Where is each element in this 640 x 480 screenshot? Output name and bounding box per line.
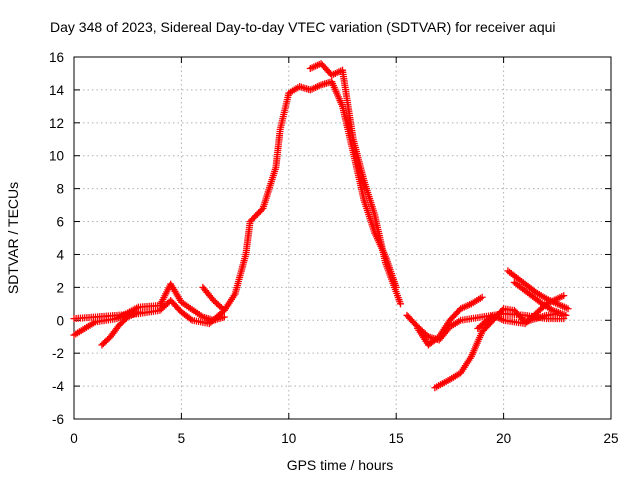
x-tick-label: 20 (496, 431, 511, 446)
data-point (560, 292, 568, 300)
chart-title: Day 348 of 2023, Sidereal Day-to-day VTE… (50, 19, 556, 35)
satellite-track-j (504, 267, 572, 313)
satellite-track-k (510, 278, 570, 319)
y-axis-label: SDTVAR / TECUs (5, 182, 21, 294)
data-point (498, 306, 506, 314)
axis-ticks (73, 56, 612, 420)
satellite-track-e (306, 60, 404, 308)
satellite-track-c (98, 308, 142, 349)
x-tick-label: 25 (603, 431, 618, 446)
data-point (187, 315, 195, 323)
x-tick-label: 10 (281, 431, 296, 446)
data-point (564, 305, 572, 313)
data-point (134, 308, 142, 316)
x-tick-label: 5 (178, 431, 186, 446)
x-tick-label: 0 (70, 431, 78, 446)
y-tick-label: 4 (56, 247, 64, 262)
satellite-track-d (199, 283, 228, 314)
x-tick-labels: 0 5 10 15 20 25 (70, 431, 618, 446)
x-tick-label: 15 (389, 431, 404, 446)
y-tick-label: 8 (56, 182, 64, 197)
y-tick-label: 12 (49, 116, 64, 131)
satellite-track-g (414, 293, 486, 349)
y-tick-label: -6 (52, 412, 64, 427)
y-tick-label: 6 (56, 215, 64, 230)
plot-frame (73, 56, 612, 420)
data-point (478, 293, 486, 301)
y-tick-label: 14 (49, 83, 65, 98)
y-tick-label: -4 (52, 379, 64, 394)
y-tick-label: 10 (49, 149, 64, 164)
y-tick-label: 16 (49, 50, 64, 65)
data-point (220, 313, 228, 321)
data-point (258, 206, 266, 214)
satellite-track-i (474, 292, 568, 332)
grid-lines (74, 57, 611, 419)
data-series (70, 60, 572, 392)
y-tick-labels: -6 -4 -2 0 2 4 6 8 10 12 14 16 (49, 50, 65, 427)
data-point (562, 311, 570, 319)
y-tick-label: 2 (56, 280, 64, 295)
data-point (220, 306, 228, 314)
y-tick-label: 0 (56, 313, 64, 328)
data-point (396, 300, 404, 308)
data-point (219, 305, 227, 313)
x-axis-label: GPS time / hours (287, 457, 394, 473)
y-tick-label: -2 (52, 346, 64, 361)
